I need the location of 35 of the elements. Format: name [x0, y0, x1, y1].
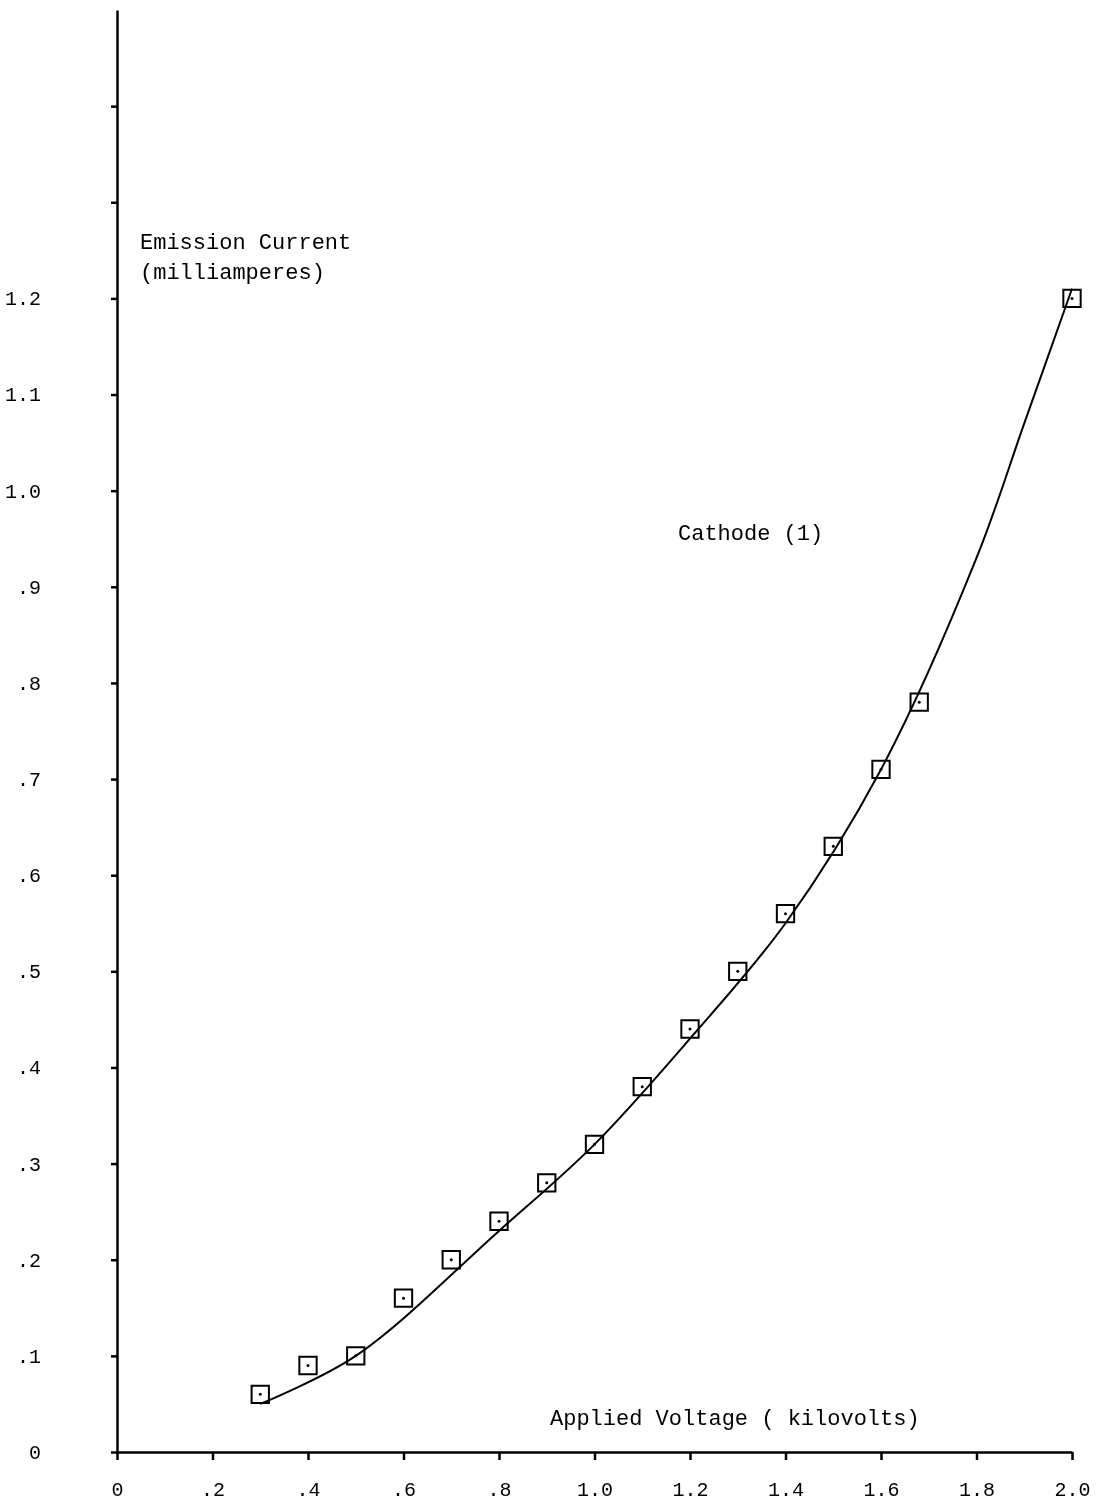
y-tick-label: .7: [16, 768, 41, 792]
y-tick-label: 1.0: [4, 480, 41, 504]
point: [298, 1355, 318, 1376]
x-tick-label: 0: [111, 1479, 124, 1503]
x-tick-label: .8: [487, 1479, 512, 1503]
y-tick-label: .8: [16, 672, 41, 696]
x-tick-label: .6: [391, 1479, 417, 1503]
point: [250, 1384, 270, 1404]
y-tick-label: 1.1: [4, 384, 41, 408]
x-tick-label: .4: [296, 1479, 321, 1503]
x-tick-label: 2.0: [1054, 1479, 1091, 1503]
x-tick-label: 1.6: [863, 1479, 900, 1503]
point: [393, 1288, 414, 1308]
point: [441, 1250, 461, 1270]
x-tick-label: .2: [200, 1479, 226, 1503]
y-axis-title: Emission Current (milliamperes): [140, 231, 352, 286]
point: [680, 1019, 700, 1039]
y-tick-label: .4: [16, 1057, 41, 1081]
x-axis-title: Applied Voltage ( kilovolts): [550, 1407, 920, 1432]
point: [489, 1211, 509, 1231]
point: [775, 903, 796, 924]
y-tick-label: .3: [16, 1153, 41, 1177]
x-tick-label: 1.8: [958, 1479, 996, 1503]
y-tick-label: .2: [16, 1249, 41, 1273]
annotation: Cathode (1): [678, 522, 824, 547]
y-tick-label: .5: [16, 961, 41, 985]
x-tick-label: 1.2: [672, 1479, 709, 1503]
point: [728, 961, 748, 981]
x-tick-label: 1.0: [576, 1479, 614, 1503]
y-tick-label: .1: [16, 1345, 41, 1369]
y-tick-label: 0: [28, 1441, 41, 1465]
y-tick-label: 1.2: [4, 288, 41, 312]
x-tick-label: 1.4: [767, 1479, 805, 1503]
y-tick-label: .6: [16, 865, 41, 889]
y-tick-label: .9: [16, 576, 41, 600]
